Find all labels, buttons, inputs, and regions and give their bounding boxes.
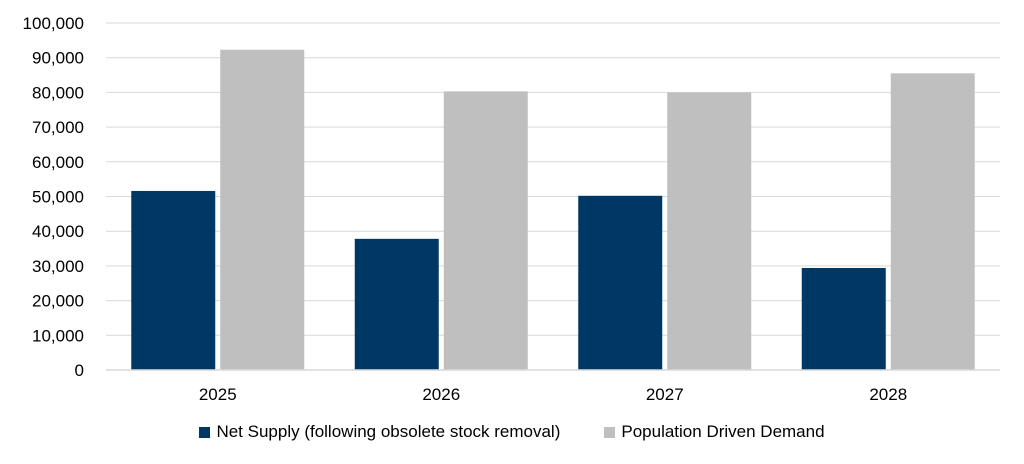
y-tick-label: 20,000 xyxy=(32,292,84,311)
bar-net-supply-2025 xyxy=(131,190,216,370)
axes: 0 10,000 20,000 30,000 40,000 50,000 60,000 70,… xyxy=(23,14,1000,404)
y-tick-label: 40,000 xyxy=(32,222,84,241)
bar-net-supply-2027 xyxy=(578,195,663,370)
bar-population-demand-2025 xyxy=(220,49,305,371)
bar-population-demand-2027 xyxy=(667,92,752,371)
y-tick-label: 60,000 xyxy=(32,153,84,172)
y-tick-label: 10,000 xyxy=(32,326,84,345)
y-tick-label: 90,000 xyxy=(32,49,84,68)
bars xyxy=(131,49,975,371)
legend-item-population-demand: Population Driven Demand xyxy=(604,422,825,442)
y-tick-label: 0 xyxy=(75,361,84,380)
x-tick-label: 2026 xyxy=(422,385,460,404)
y-tick-label: 70,000 xyxy=(32,118,84,137)
x-tick-label: 2028 xyxy=(869,385,907,404)
bar-net-supply-2028 xyxy=(801,267,886,370)
bar-net-supply-2026 xyxy=(354,238,439,370)
x-tick-label: 2025 xyxy=(199,385,237,404)
legend-label-net-supply: Net Supply (following obsolete stock rem… xyxy=(216,422,561,441)
y-tick-label: 100,000 xyxy=(23,14,84,33)
legend-swatch-population-demand xyxy=(604,426,616,438)
y-tick-label: 80,000 xyxy=(32,83,84,102)
bar-population-demand-2028 xyxy=(890,73,975,370)
bar-population-demand-2026 xyxy=(443,91,528,370)
legend-item-net-supply: Net Supply (following obsolete stock rem… xyxy=(199,422,560,442)
legend: Net Supply (following obsolete stock rem… xyxy=(0,422,1024,442)
y-tick-label: 50,000 xyxy=(32,188,84,207)
legend-swatch-net-supply xyxy=(199,426,211,438)
y-tick-label: 30,000 xyxy=(32,257,84,276)
x-tick-label: 2027 xyxy=(646,385,684,404)
legend-label-population-demand: Population Driven Demand xyxy=(621,422,825,441)
